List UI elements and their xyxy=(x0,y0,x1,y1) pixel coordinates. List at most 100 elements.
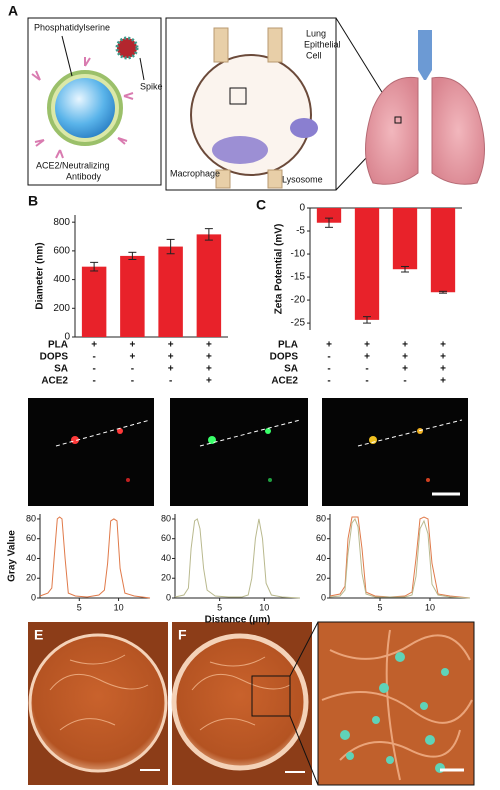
profile-line xyxy=(39,516,151,599)
bar xyxy=(354,208,380,320)
condition-sign: + xyxy=(129,340,135,351)
condition-sign: + xyxy=(168,364,174,375)
y-tick-label: 20 xyxy=(26,573,36,583)
y-axis-label: Zeta Potential (mV) xyxy=(274,224,285,315)
profile-line xyxy=(174,518,301,599)
pointer xyxy=(61,35,73,77)
y-tick-label: 20 xyxy=(161,573,171,583)
y-tick-label: 40 xyxy=(316,553,326,563)
condition-sign: - xyxy=(327,364,330,375)
virus xyxy=(115,36,139,60)
condition-sign: + xyxy=(402,340,408,351)
condition-sign: - xyxy=(131,376,134,387)
x-tick-label: 10 xyxy=(259,602,269,612)
zoom-box xyxy=(394,116,402,124)
condition-sign: + xyxy=(440,376,446,387)
sem-wrinkles xyxy=(49,654,149,731)
x-tick-label: 5 xyxy=(77,602,82,612)
condition-sign: + xyxy=(440,340,446,351)
condition-sign: - xyxy=(92,364,95,375)
y-tick-label: 60 xyxy=(26,533,36,543)
condition-sign: + xyxy=(129,352,135,363)
connector xyxy=(289,715,319,786)
schematic-label: Macrophage xyxy=(170,168,220,178)
y-tick-label: 0 xyxy=(299,203,305,214)
condition-sign: + xyxy=(206,376,212,387)
antibodies xyxy=(31,57,134,159)
y-tick-label: 20 xyxy=(316,573,326,583)
schematic-label: ACE2/Neutralizing xyxy=(36,160,110,170)
y-axis-label: Diameter (nm) xyxy=(35,242,46,309)
lung-left xyxy=(365,76,419,185)
condition-sign: + xyxy=(364,352,370,363)
bar xyxy=(392,208,418,270)
line-profile xyxy=(55,419,463,447)
x-tick-label: 5 xyxy=(217,602,222,612)
bar xyxy=(196,234,222,337)
y-tick-label: -5 xyxy=(296,226,305,237)
panel-label: E xyxy=(34,627,43,643)
y-tick-label: 200 xyxy=(53,303,70,314)
y-tick-label: 80 xyxy=(26,513,36,523)
condition-name: ACE2 xyxy=(41,376,68,387)
condition-sign: - xyxy=(327,376,330,387)
nanoparticle-core xyxy=(55,78,115,138)
trachea xyxy=(418,30,432,80)
condition-sign: + xyxy=(440,364,446,375)
y-tick-label: -20 xyxy=(291,295,306,306)
panel-label: C xyxy=(256,197,266,213)
condition-name: SA xyxy=(54,364,68,375)
condition-sign: - xyxy=(327,352,330,363)
condition-name: ACE2 xyxy=(271,376,298,387)
y-axis-label: Gray Value xyxy=(7,530,18,582)
condition-name: SA xyxy=(284,364,298,375)
sem-wrinkles xyxy=(191,656,291,731)
condition-sign: + xyxy=(206,340,212,351)
y-tick-label: 40 xyxy=(26,553,36,563)
y-tick-label: 60 xyxy=(316,533,326,543)
lung-right xyxy=(431,76,485,185)
schematic-label: Lung xyxy=(306,28,326,38)
schematic-label: Spike xyxy=(140,81,163,91)
schematic-label: Epithelial xyxy=(304,39,341,49)
condition-name: DOPS xyxy=(270,352,299,363)
fluorescence-image xyxy=(170,398,308,506)
y-tick-label: 600 xyxy=(53,246,70,257)
bar xyxy=(158,246,183,337)
y-tick-label: 400 xyxy=(53,274,70,285)
y-tick-label: 80 xyxy=(316,513,326,523)
y-tick-label: 60 xyxy=(161,533,171,543)
schematic-label: Cell xyxy=(306,50,322,60)
y-tick-label: 0 xyxy=(31,592,36,602)
condition-sign: - xyxy=(365,364,368,375)
condition-sign: - xyxy=(365,376,368,387)
condition-sign: + xyxy=(326,340,332,351)
y-tick-label: -15 xyxy=(291,272,306,283)
sem-particle xyxy=(171,633,309,771)
condition-sign: + xyxy=(364,340,370,351)
bar xyxy=(316,208,342,223)
condition-sign: - xyxy=(92,376,95,387)
bar xyxy=(430,208,456,293)
y-tick-label: 40 xyxy=(161,553,171,563)
fluorescence-image xyxy=(28,398,154,506)
condition-sign: + xyxy=(168,352,174,363)
condition-sign: - xyxy=(403,376,406,387)
condition-sign: + xyxy=(168,340,174,351)
y-tick-label: -10 xyxy=(291,249,306,260)
y-tick-label: 800 xyxy=(53,217,70,228)
zoom-box xyxy=(251,675,291,717)
condition-sign: + xyxy=(206,364,212,375)
x-axis-label: Distance (µm) xyxy=(205,615,271,626)
y-tick-label: -25 xyxy=(291,318,306,329)
bound-particles xyxy=(340,652,449,773)
condition-sign: - xyxy=(169,376,172,387)
panel-label: F xyxy=(178,627,187,643)
fluorescence-image xyxy=(322,398,468,506)
x-tick-label: 10 xyxy=(425,602,435,612)
pointer xyxy=(139,57,145,81)
panel-label: B xyxy=(28,193,38,209)
macrophage xyxy=(212,136,268,164)
y-tick-label: 0 xyxy=(321,592,326,602)
